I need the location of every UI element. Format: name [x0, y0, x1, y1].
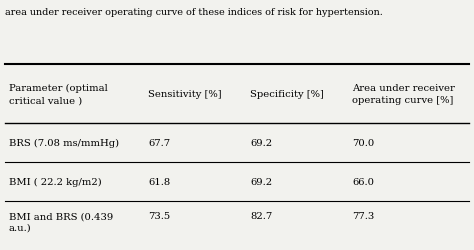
- Text: 69.2: 69.2: [250, 178, 272, 186]
- Text: 73.5: 73.5: [148, 211, 170, 220]
- Text: 82.7: 82.7: [250, 211, 273, 220]
- Text: BMI ( 22.2 kg/m2): BMI ( 22.2 kg/m2): [9, 177, 101, 186]
- Text: 70.0: 70.0: [352, 139, 374, 147]
- Text: BRS (7.08 ms/mmHg): BRS (7.08 ms/mmHg): [9, 138, 118, 148]
- Text: 67.7: 67.7: [148, 139, 170, 147]
- Text: 61.8: 61.8: [148, 178, 170, 186]
- Text: area under receiver operating curve of these indices of risk for hypertension.: area under receiver operating curve of t…: [5, 8, 383, 16]
- Text: Specificity [%]: Specificity [%]: [250, 90, 324, 99]
- Text: 77.3: 77.3: [352, 211, 374, 220]
- Text: Area under receiver
operating curve [%]: Area under receiver operating curve [%]: [352, 84, 455, 105]
- Text: BMI and BRS (0.439
a.u.): BMI and BRS (0.439 a.u.): [9, 211, 113, 232]
- Text: 66.0: 66.0: [352, 178, 374, 186]
- Text: Sensitivity [%]: Sensitivity [%]: [148, 90, 221, 99]
- Text: 69.2: 69.2: [250, 139, 272, 147]
- Text: Parameter (optimal
critical value ): Parameter (optimal critical value ): [9, 84, 107, 105]
